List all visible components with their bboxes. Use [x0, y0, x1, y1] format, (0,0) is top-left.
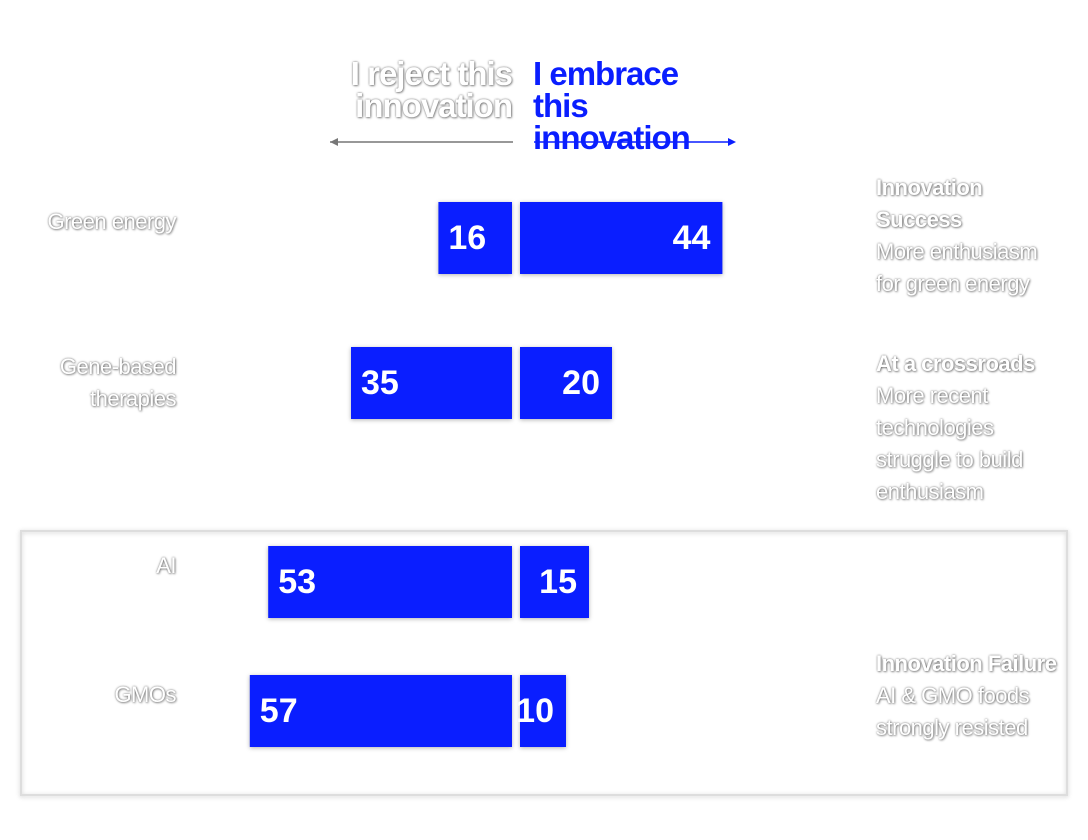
annotation-text: More recent technologies struggle to bui…: [876, 383, 1023, 504]
bar: [351, 347, 512, 419]
annotation-title: At a crossroads: [876, 351, 1035, 376]
annotation-title: Innovation Success: [876, 175, 983, 232]
series-name: I reject this innovation: [350, 55, 513, 124]
bar: [520, 546, 589, 618]
bar: [520, 202, 723, 274]
annotation: Innovation Success More enthusiasm for gr…: [876, 172, 1066, 300]
annotation-text: More enthusiasm for green energy: [876, 239, 1038, 296]
bar: [438, 202, 512, 274]
annotation-text: AI & GMO foods strongly resisted: [876, 683, 1030, 740]
value-label: 57: [260, 692, 298, 730]
category-label: AI: [156, 553, 176, 578]
value-label: 44: [673, 219, 711, 257]
bar: [520, 675, 566, 747]
annotation: At a crossroads More recent technologies …: [876, 348, 1066, 508]
series-name: I embrace this innovation: [533, 55, 691, 156]
category-label: Gene-based therapies: [59, 354, 177, 411]
bar: [249, 675, 513, 747]
value-label: 16: [448, 219, 486, 257]
bar: [520, 347, 612, 419]
value-label: 35: [361, 364, 399, 402]
bar: [268, 546, 512, 618]
category-label: GMOs: [114, 682, 176, 707]
highlight-box: [20, 530, 1068, 796]
embrace-arrowhead: [728, 138, 736, 146]
reject-arrowhead: [330, 138, 338, 146]
annotation: Innovation Failure AI & GMO foods strongl…: [876, 648, 1066, 744]
annotation-title: Innovation Failure: [876, 651, 1057, 676]
value-label: 10: [516, 692, 554, 730]
value-label: 20: [562, 364, 600, 402]
value-label: 15: [539, 563, 577, 601]
value-label: 53: [278, 563, 316, 601]
category-label: Green energy: [47, 209, 176, 234]
